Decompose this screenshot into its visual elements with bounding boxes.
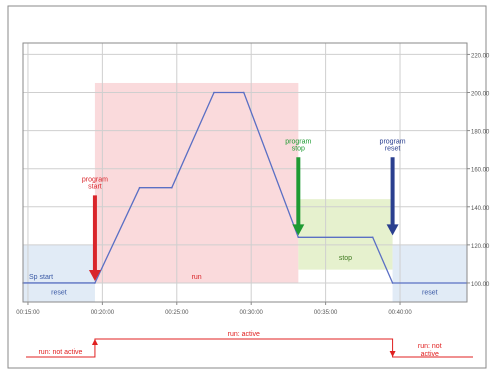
region-reset-3 bbox=[392, 244, 467, 302]
arrow-label-2-line: reset bbox=[385, 145, 401, 152]
sp-start-label: Sp start bbox=[29, 274, 53, 281]
status-label-not-active-end: run: not active bbox=[418, 343, 442, 358]
region-label-reset: reset bbox=[51, 289, 67, 296]
outer-frame bbox=[7, 5, 487, 369]
status-label-not-active-end-line: run: not bbox=[418, 343, 442, 350]
status-label-not-active-end-line: active bbox=[421, 351, 439, 358]
y-tick-label: 120.00 bbox=[471, 244, 490, 250]
arrow-head-0 bbox=[88, 270, 101, 282]
region-label-run: run bbox=[192, 274, 202, 281]
status-label-not-active: run: not active bbox=[38, 349, 82, 356]
status-arrow-down bbox=[389, 351, 396, 357]
arrow-head-2 bbox=[386, 224, 399, 236]
series-line-0 bbox=[23, 91, 467, 284]
series-point-1 bbox=[94, 282, 96, 284]
y-tick-label: 140.00 bbox=[471, 206, 490, 212]
x-tick-label: 00:35:00 bbox=[314, 310, 338, 316]
region-reset-0 bbox=[23, 244, 95, 302]
region-label-stop: stop bbox=[339, 255, 352, 262]
series-point-5 bbox=[242, 91, 245, 94]
status-arrow-up bbox=[91, 339, 98, 345]
arrow-label-0-line: start bbox=[88, 183, 102, 190]
series-point-8 bbox=[391, 282, 394, 284]
y-tick-label: 220.00 bbox=[471, 53, 490, 59]
plot-border bbox=[22, 42, 468, 303]
arrow-label-2: program reset bbox=[380, 138, 406, 152]
x-tick-label: 00:20:00 bbox=[91, 310, 115, 316]
y-axis: 100.00 120.00 140.00 160.00 180.00 200.00 220.… bbox=[467, 53, 490, 288]
status-label-active: run: active bbox=[228, 331, 260, 338]
status-line bbox=[26, 338, 473, 358]
series-point-2 bbox=[138, 186, 141, 189]
arrow-label-1-line: stop bbox=[292, 145, 305, 152]
region-run-1 bbox=[94, 82, 299, 283]
series-point-3 bbox=[171, 186, 173, 189]
y-tick-label: 160.00 bbox=[471, 168, 490, 174]
series-point-4 bbox=[213, 91, 215, 94]
x-tick-label: 00:30:00 bbox=[240, 310, 264, 316]
arrow-label-1-line: program bbox=[285, 138, 311, 145]
arrow-label-1: program stop bbox=[285, 138, 311, 152]
region-stop-2 bbox=[298, 199, 393, 270]
arrows bbox=[88, 157, 399, 282]
series-point-7 bbox=[371, 236, 374, 239]
y-tick-label: 200.00 bbox=[471, 92, 490, 98]
x-axis: 00:15:00 00:20:00 00:25:00 00:30:00 00:35:00… bbox=[16, 302, 412, 316]
arrow-label-0: program start bbox=[82, 176, 108, 190]
arrow-head-1 bbox=[292, 224, 305, 236]
region-label-reset: reset bbox=[422, 289, 438, 296]
x-tick-label: 00:40:00 bbox=[388, 310, 412, 316]
arrow-label-2-line: program bbox=[380, 138, 406, 145]
y-tick-label: 100.00 bbox=[471, 282, 490, 288]
arrow-label-0-line: program bbox=[82, 176, 108, 183]
status-timeline: run: not active run: active run: not active bbox=[26, 331, 473, 358]
series-point-6 bbox=[297, 236, 300, 239]
x-tick-label: 00:25:00 bbox=[165, 310, 189, 316]
regions bbox=[23, 82, 467, 302]
x-tick-label: 00:15:00 bbox=[16, 310, 40, 316]
y-tick-label: 180.00 bbox=[471, 130, 490, 136]
